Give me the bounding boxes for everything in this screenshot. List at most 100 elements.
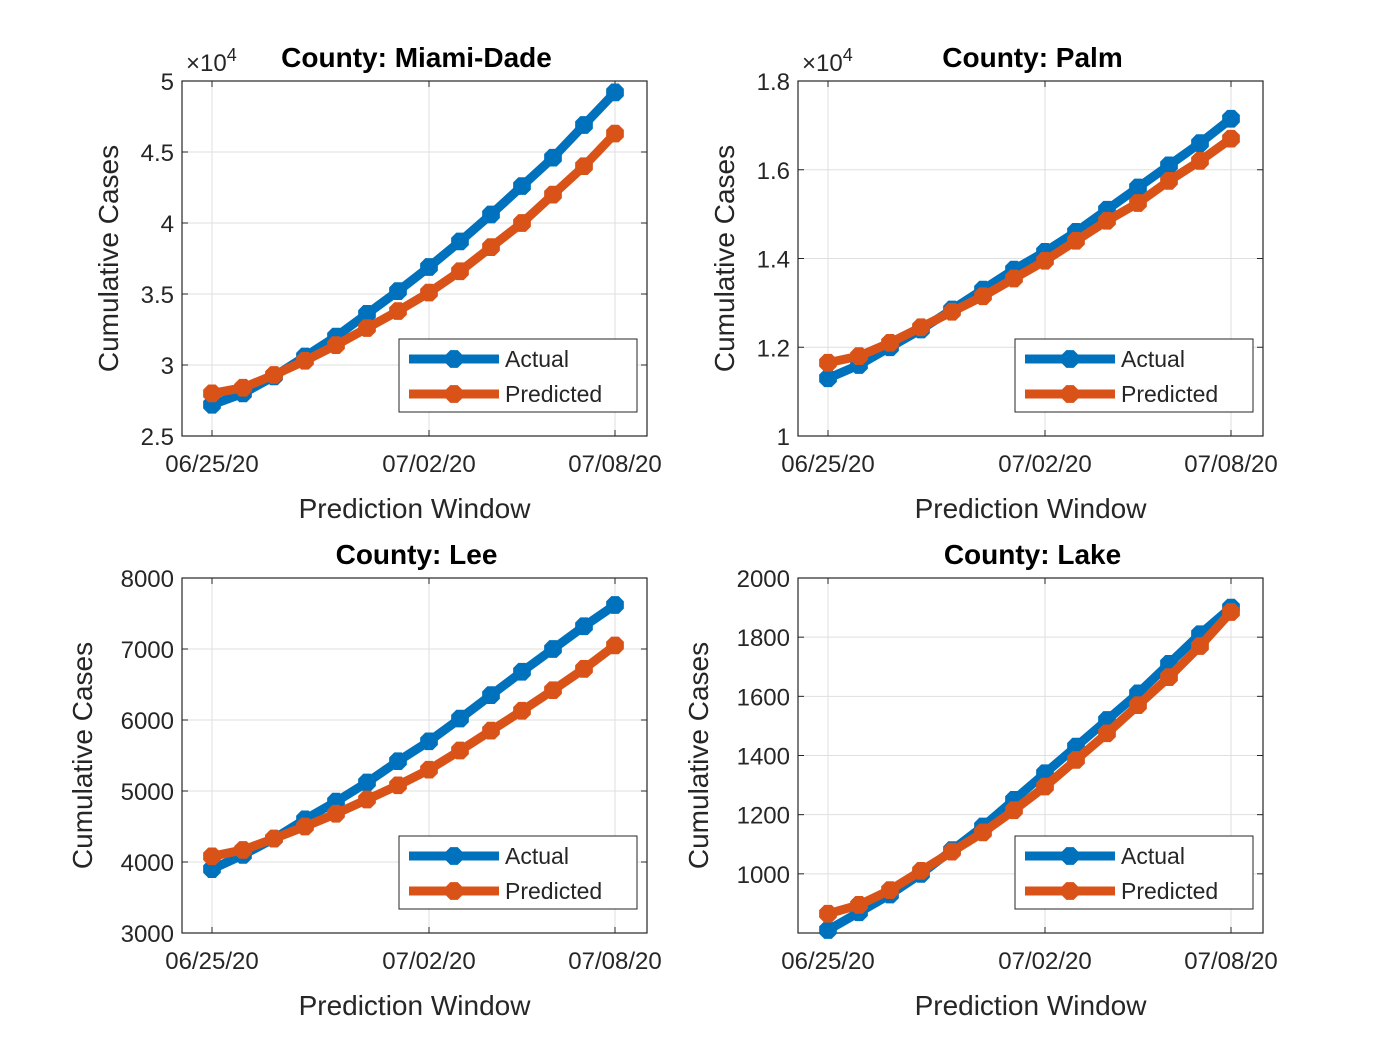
y-exponent-power: 4 — [227, 45, 237, 65]
data-point — [544, 148, 562, 167]
data-point — [575, 660, 593, 678]
data-point — [1191, 637, 1209, 655]
data-point — [819, 904, 837, 923]
legend-label: Actual — [1121, 843, 1185, 869]
x-tick-label: 07/02/20 — [998, 948, 1091, 975]
y-tick-label: 1.8 — [757, 69, 790, 96]
data-point — [234, 841, 252, 859]
y-exponent-label: ×104 — [186, 45, 237, 77]
y-axis-label: Cumulative Cases — [709, 145, 740, 372]
series-predicted — [203, 124, 624, 403]
y-tick-label: 8000 — [121, 566, 174, 593]
x-tick-label: 06/25/20 — [165, 451, 258, 478]
y-exponent-power: 4 — [843, 45, 853, 65]
x-tick-label: 06/25/20 — [781, 451, 874, 478]
data-point — [819, 921, 837, 939]
y-tick-label: 4 — [161, 211, 174, 238]
legend-label: Predicted — [505, 381, 602, 407]
y-tick-label: 2.5 — [141, 424, 174, 451]
legend-label: Actual — [505, 843, 569, 869]
data-point — [943, 842, 961, 861]
data-point — [420, 258, 438, 276]
data-point — [1191, 152, 1209, 170]
data-point — [513, 177, 531, 195]
data-point — [850, 347, 868, 365]
data-point — [451, 709, 469, 728]
data-point — [1036, 251, 1054, 270]
x-axis-label: Prediction Window — [299, 990, 532, 1021]
x-axis-label: Prediction Window — [915, 990, 1148, 1021]
y-tick-label: 1000 — [737, 862, 790, 889]
data-point — [1036, 777, 1054, 796]
data-point — [1160, 171, 1178, 190]
axes-box — [181, 577, 648, 934]
data-point — [881, 333, 899, 352]
chart-title: County: Lee — [336, 539, 498, 570]
chart-panel-3: 06/25/20 07/02/20 07/08/20 3000 4000 5000 6000… — [67, 539, 662, 1021]
data-point — [544, 185, 562, 204]
chart-panel-4: 06/25/20 07/02/20 07/08/20 1000 1200 1400 1600… — [683, 539, 1278, 1021]
data-point — [482, 238, 500, 256]
data-point — [544, 681, 562, 700]
legend-swatch-marker — [445, 847, 463, 865]
data-point — [606, 83, 624, 102]
legend: Actual Predicted — [1014, 835, 1254, 910]
y-tick-label: 1200 — [737, 803, 790, 830]
x-axis-label: Prediction Window — [915, 493, 1148, 524]
legend-swatch-marker — [445, 350, 463, 368]
chart-title: County: Lake — [944, 539, 1121, 570]
data-point — [327, 336, 345, 354]
y-exponent-base: ×10 — [186, 50, 227, 77]
data-point — [389, 776, 407, 795]
legend: Actual Predicted — [398, 835, 638, 910]
data-point — [327, 804, 345, 823]
legend-swatch-marker — [1061, 385, 1079, 403]
data-point — [1005, 269, 1023, 288]
series-predicted — [819, 129, 1240, 372]
data-point — [265, 366, 283, 384]
data-point — [420, 732, 438, 751]
data-point — [606, 596, 624, 614]
legend-label: Actual — [1121, 346, 1185, 372]
data-point — [575, 617, 593, 636]
data-point — [513, 214, 531, 232]
data-point — [881, 881, 899, 899]
legend: Actual Predicted — [398, 338, 638, 413]
data-point — [451, 741, 469, 760]
data-point — [420, 760, 438, 779]
data-point — [451, 262, 469, 281]
data-point — [389, 282, 407, 301]
data-point — [203, 860, 221, 878]
data-point — [575, 157, 593, 176]
data-point — [819, 353, 837, 372]
data-point — [974, 823, 992, 842]
data-point — [389, 302, 407, 320]
x-tick-label: 06/25/20 — [781, 948, 874, 975]
data-point — [1067, 231, 1085, 250]
data-point — [358, 790, 376, 809]
y-tick-label: 6000 — [121, 708, 174, 735]
legend-swatch-marker — [1061, 847, 1079, 865]
x-tick-label: 07/02/20 — [382, 948, 475, 975]
y-tick-label: 3000 — [121, 921, 174, 948]
y-tick-label: 2000 — [737, 566, 790, 593]
y-tick-label: 7000 — [121, 637, 174, 664]
axes-box — [181, 80, 648, 437]
legend-label: Predicted — [505, 878, 602, 904]
chart-title: County: Palm — [942, 42, 1122, 73]
x-tick-label: 07/02/20 — [382, 451, 475, 478]
data-point — [974, 287, 992, 306]
y-tick-label: 1600 — [737, 684, 790, 711]
data-point — [912, 318, 930, 337]
legend: Actual Predicted — [1014, 338, 1254, 413]
legend-box — [398, 835, 638, 910]
data-point — [296, 351, 314, 370]
y-tick-label: 1.6 — [757, 158, 790, 185]
data-point — [296, 817, 314, 836]
y-tick-label: 3 — [161, 353, 174, 380]
data-point — [606, 636, 624, 655]
y-tick-label: 1.2 — [757, 335, 790, 362]
legend-box — [398, 338, 638, 413]
y-tick-label: 1 — [777, 424, 790, 451]
data-point — [482, 686, 500, 704]
